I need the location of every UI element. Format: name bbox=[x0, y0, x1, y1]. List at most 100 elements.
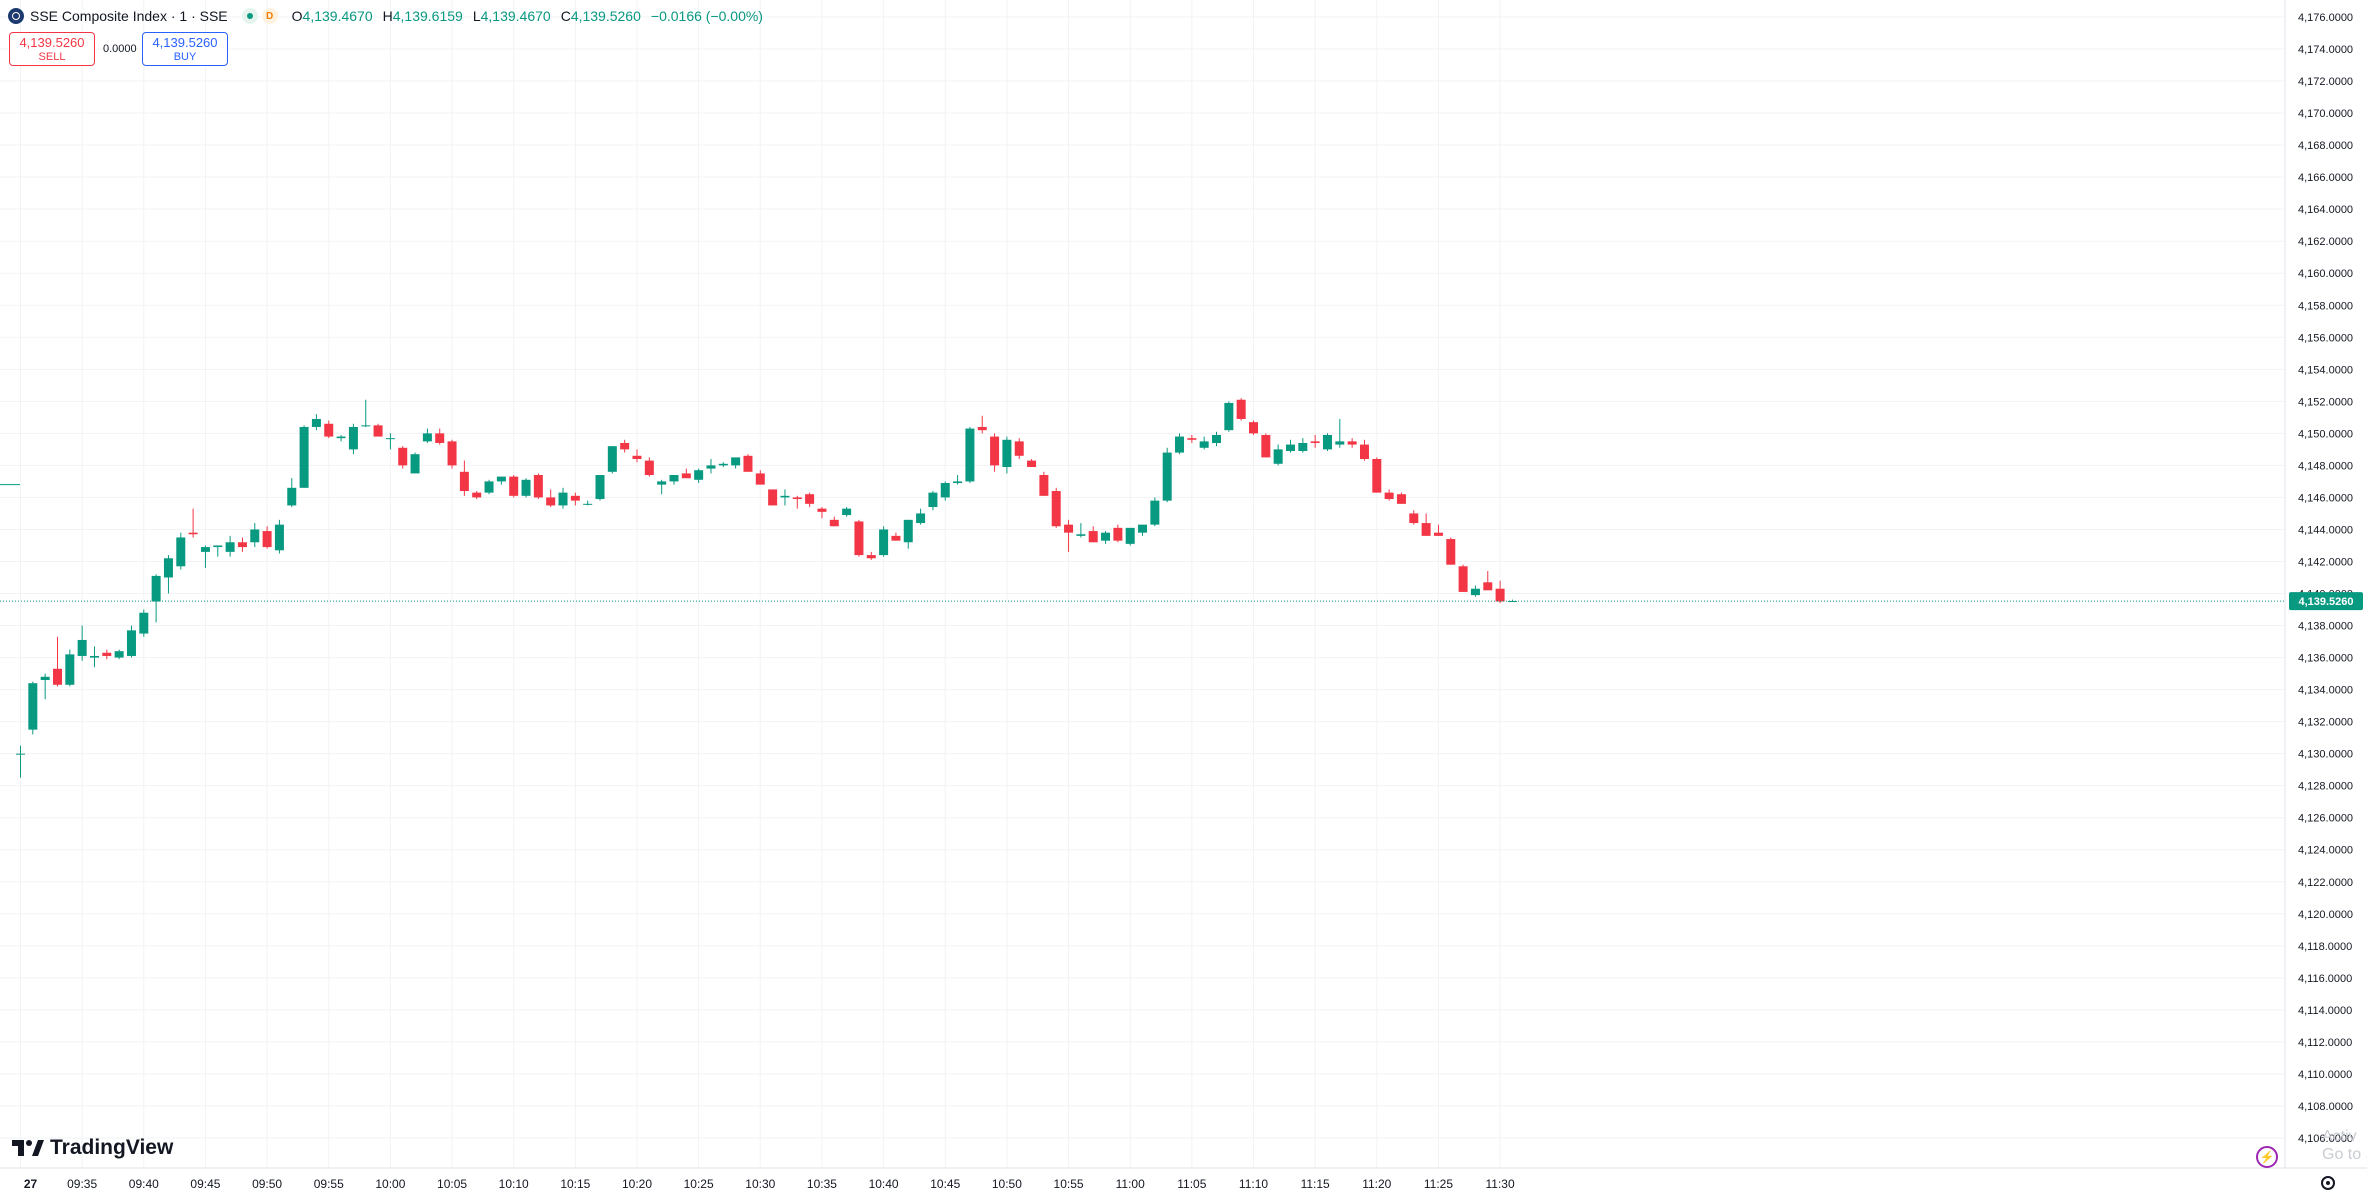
candle[interactable] bbox=[1446, 537, 1456, 565]
candle[interactable] bbox=[583, 500, 593, 506]
candle[interactable] bbox=[410, 452, 420, 474]
candle[interactable] bbox=[65, 649, 75, 687]
candle[interactable] bbox=[681, 468, 691, 479]
candle[interactable] bbox=[1285, 439, 1295, 453]
candle[interactable] bbox=[176, 532, 186, 570]
candle[interactable] bbox=[990, 433, 1000, 472]
candle[interactable] bbox=[1175, 433, 1185, 455]
candle[interactable] bbox=[1359, 439, 1369, 461]
candle[interactable] bbox=[817, 507, 827, 519]
candle[interactable] bbox=[114, 649, 124, 660]
candle[interactable] bbox=[1384, 489, 1394, 501]
candle[interactable] bbox=[188, 508, 198, 538]
candle[interactable] bbox=[805, 492, 815, 508]
candle[interactable] bbox=[102, 649, 112, 660]
candle[interactable] bbox=[1433, 524, 1443, 536]
candle[interactable] bbox=[1310, 434, 1320, 448]
candle[interactable] bbox=[1027, 458, 1037, 468]
candle[interactable] bbox=[361, 399, 371, 427]
sell-button[interactable]: 4,139.5260 SELL bbox=[9, 32, 95, 66]
candle[interactable] bbox=[1101, 531, 1111, 544]
candle[interactable] bbox=[657, 479, 667, 495]
gear-icon[interactable] bbox=[2321, 1176, 2335, 1190]
candle[interactable] bbox=[1261, 433, 1271, 458]
candle[interactable] bbox=[1039, 471, 1049, 496]
candle[interactable] bbox=[1212, 431, 1222, 447]
candle[interactable] bbox=[1051, 487, 1061, 528]
candle[interactable] bbox=[1199, 436, 1209, 450]
candle[interactable] bbox=[755, 470, 765, 485]
candle[interactable] bbox=[743, 454, 753, 472]
candle[interactable] bbox=[385, 433, 395, 450]
candle[interactable] bbox=[373, 423, 383, 437]
candle[interactable] bbox=[792, 495, 802, 509]
candle[interactable] bbox=[1125, 527, 1135, 546]
lightning-icon[interactable]: ⚡ bbox=[2256, 1146, 2278, 1168]
candle[interactable] bbox=[1236, 398, 1246, 421]
candle[interactable] bbox=[916, 508, 926, 525]
candle[interactable] bbox=[854, 519, 864, 557]
symbol-title[interactable]: SSE Composite Index · 1 · SSE bbox=[30, 8, 228, 24]
candle[interactable] bbox=[669, 475, 679, 485]
candle[interactable] bbox=[496, 476, 506, 485]
candle[interactable] bbox=[1483, 571, 1493, 591]
candle[interactable] bbox=[607, 446, 617, 474]
candle[interactable] bbox=[1064, 519, 1074, 552]
candle[interactable] bbox=[694, 468, 704, 484]
candle[interactable] bbox=[891, 532, 901, 541]
candle[interactable] bbox=[287, 478, 297, 508]
candle[interactable] bbox=[126, 625, 136, 658]
candle[interactable] bbox=[274, 519, 284, 554]
candle[interactable] bbox=[1224, 401, 1234, 432]
candle[interactable] bbox=[533, 473, 543, 500]
candle[interactable] bbox=[262, 526, 272, 549]
candle[interactable] bbox=[1347, 438, 1357, 448]
candle[interactable] bbox=[718, 462, 728, 468]
candle[interactable] bbox=[250, 523, 260, 548]
candle[interactable] bbox=[163, 555, 173, 594]
candle[interactable] bbox=[940, 481, 950, 501]
candle[interactable] bbox=[1162, 447, 1172, 503]
candle[interactable] bbox=[953, 475, 963, 485]
candle[interactable] bbox=[1322, 433, 1332, 451]
candle[interactable] bbox=[311, 414, 321, 431]
candle[interactable] bbox=[1014, 438, 1024, 459]
candle[interactable] bbox=[398, 446, 408, 469]
candle[interactable] bbox=[1335, 418, 1345, 448]
candle[interactable] bbox=[225, 535, 235, 557]
candle[interactable] bbox=[89, 646, 99, 668]
candle[interactable] bbox=[879, 526, 889, 557]
candle[interactable] bbox=[1249, 420, 1258, 435]
candle[interactable] bbox=[1495, 580, 1505, 604]
candle[interactable] bbox=[768, 489, 778, 506]
candle[interactable] bbox=[1396, 492, 1406, 504]
candle[interactable] bbox=[1458, 564, 1468, 592]
candle[interactable] bbox=[1187, 434, 1197, 443]
candle[interactable] bbox=[509, 475, 519, 498]
market-open-dot-icon[interactable] bbox=[241, 8, 258, 24]
candle[interactable] bbox=[570, 492, 580, 506]
candle[interactable] bbox=[829, 516, 839, 527]
candle[interactable] bbox=[1298, 438, 1308, 453]
candle[interactable] bbox=[866, 551, 876, 560]
sse-logo-icon[interactable] bbox=[8, 8, 24, 24]
candle[interactable] bbox=[558, 487, 568, 509]
candle[interactable] bbox=[324, 420, 334, 439]
candle[interactable] bbox=[435, 428, 445, 445]
candle[interactable] bbox=[706, 458, 716, 474]
candle[interactable] bbox=[1002, 436, 1012, 474]
candle[interactable] bbox=[965, 426, 975, 484]
candle[interactable] bbox=[521, 478, 531, 498]
candle[interactable] bbox=[299, 425, 309, 488]
candle[interactable] bbox=[151, 574, 161, 623]
price-axis-background[interactable] bbox=[2285, 0, 2367, 1168]
candle[interactable] bbox=[422, 428, 432, 443]
candle[interactable] bbox=[348, 423, 358, 455]
candle[interactable] bbox=[237, 537, 247, 552]
candle[interactable] bbox=[595, 475, 605, 501]
candle[interactable] bbox=[632, 449, 642, 463]
candle[interactable] bbox=[644, 457, 654, 477]
candle[interactable] bbox=[1372, 457, 1382, 493]
candle[interactable] bbox=[842, 507, 852, 517]
